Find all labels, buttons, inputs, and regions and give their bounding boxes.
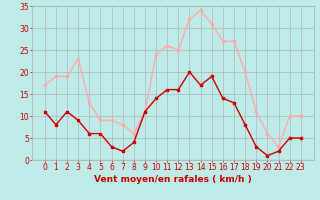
X-axis label: Vent moyen/en rafales ( km/h ): Vent moyen/en rafales ( km/h ) <box>94 175 252 184</box>
